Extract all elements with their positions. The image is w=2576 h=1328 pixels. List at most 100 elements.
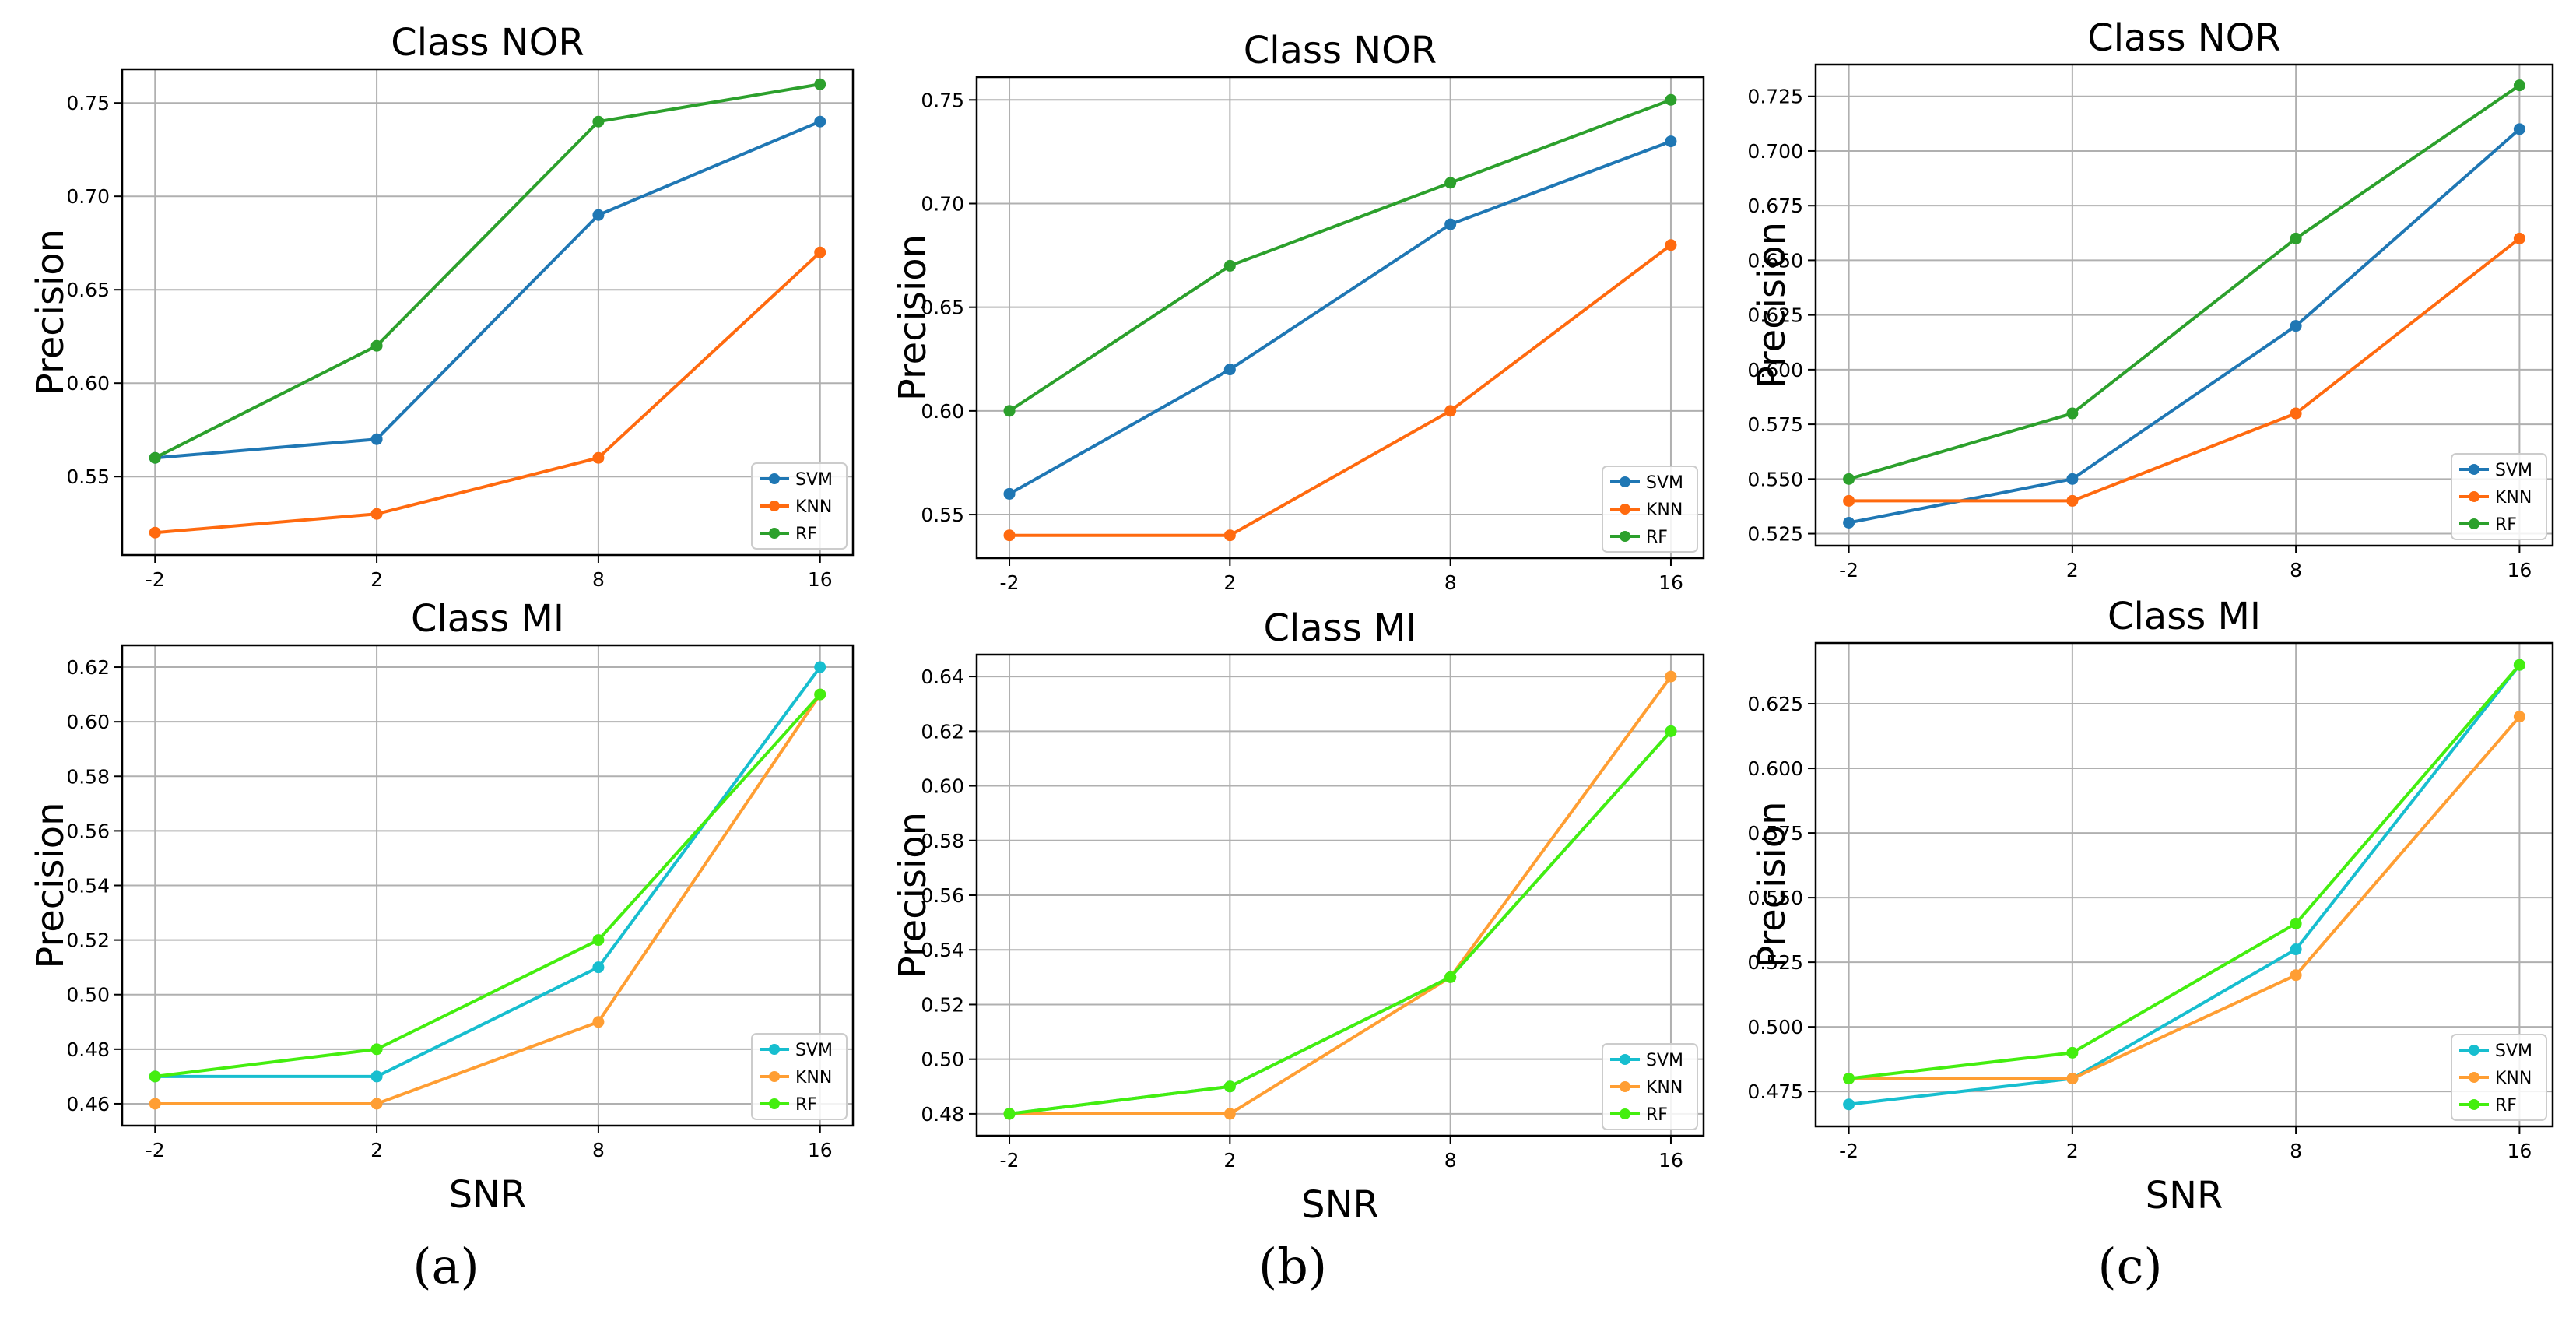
data-point-rf [1444, 177, 1457, 189]
series-line-rf [1848, 84, 2521, 481]
y-tick-label: 0.600 [1747, 757, 1803, 780]
y-axis-label: Precision [891, 234, 935, 401]
legend-label: SVM [795, 1041, 833, 1060]
chart-a-bottom: 0.46 0.48 0.50 0.52 0.54 0.56 0.58 0.60 0.62 -2 2 8… [29, 597, 855, 1217]
x-tick-label: -2 [1000, 1149, 1020, 1172]
y-tick-label: 0.525 [1747, 951, 1803, 974]
series-line-svm [1009, 139, 1672, 496]
y-tick-label: 0.70 [921, 192, 964, 215]
y-tick-label: 0.56 [921, 884, 964, 907]
data-point-svm [814, 661, 826, 673]
y-tick-label: 0.525 [1747, 523, 1803, 546]
data-point-svm [2290, 943, 2302, 956]
chart-b-bottom: 0.48 0.50 0.52 0.54 0.56 0.58 0.60 0.62 0.64 -2 2 8… [891, 606, 1705, 1227]
data-point-knn [2066, 494, 2079, 507]
y-axis-label: Precision [29, 802, 72, 968]
data-point-svm [592, 209, 605, 221]
data-point-rf [1665, 93, 1677, 106]
data-point-knn [1444, 405, 1457, 417]
x-tick-label: 16 [1658, 571, 1683, 594]
y-tick-label: 0.56 [66, 820, 110, 842]
x-tick-label: -2 [1839, 559, 1858, 581]
x-tick-label: -2 [1839, 1140, 1858, 1162]
legend-label: KNN [795, 497, 832, 517]
y-tick-label: 0.575 [1747, 413, 1803, 436]
y-tick-label: 0.62 [921, 720, 964, 743]
y-tick-label: 0.48 [66, 1038, 110, 1061]
chart-title: Class NOR [1244, 29, 1437, 72]
y-tick-label: 0.60 [921, 775, 964, 798]
data-point-knn [370, 508, 383, 520]
data-point-svm [1665, 135, 1677, 148]
legend-label: KNN [1646, 501, 1683, 520]
y-tick-label: 0.64 [921, 666, 964, 688]
data-point-rf [370, 1043, 383, 1056]
chart-c-top: 0.525 0.550 0.575 0.600 0.625 0.650 0.675 0.700… [1747, 16, 2554, 581]
chart-title: Class MI [1263, 606, 1416, 650]
data-point-svm [592, 961, 605, 974]
x-tick-label: -2 [146, 568, 165, 591]
data-point-rf [2066, 407, 2079, 420]
x-tick-label: 2 [370, 1139, 383, 1161]
data-point-rf [1843, 473, 1855, 485]
x-tick-label: 8 [592, 1139, 605, 1161]
x-tick-label: 8 [2290, 559, 2302, 581]
legend-marker [2469, 1045, 2479, 1056]
legend-marker [769, 501, 780, 511]
y-tick-label: 0.50 [66, 984, 110, 1007]
series-line-knn [1009, 244, 1672, 537]
legend-label: RF [795, 525, 817, 544]
y-tick-label: 0.60 [66, 711, 110, 733]
y-axis-label: Precision [29, 229, 72, 395]
y-tick-label: 0.550 [1747, 887, 1803, 909]
data-point-svm [2513, 123, 2525, 135]
x-axis-label: SNR [1301, 1183, 1379, 1227]
panel-label-a: (a) [412, 1238, 479, 1295]
legend-label: RF [795, 1095, 817, 1115]
data-point-rf [2513, 659, 2525, 671]
y-tick-label: 0.58 [66, 765, 110, 788]
data-point-knn [2513, 711, 2525, 723]
data-point-svm [1843, 517, 1855, 529]
legend-marker [769, 473, 780, 484]
y-tick-label: 0.48 [921, 1103, 964, 1126]
legend-marker [2469, 518, 2479, 529]
series-line-svm [155, 666, 822, 1078]
chart-c-bottom: 0.475 0.500 0.525 0.550 0.575 0.600 0.625 -2 2 8 1… [1747, 595, 2554, 1217]
chart-title: Class NOR [391, 21, 584, 65]
x-tick-label: 8 [1444, 571, 1457, 594]
x-axis-label: SNR [449, 1173, 527, 1217]
legend-marker [1620, 1081, 1630, 1092]
data-point-knn [592, 451, 605, 464]
data-point-rf [1665, 725, 1677, 737]
y-tick-label: 0.54 [66, 875, 110, 898]
data-point-knn [1223, 1108, 1236, 1120]
x-tick-label: 16 [2507, 559, 2532, 581]
series-line-rf [155, 693, 822, 1078]
series-line-rf [1009, 729, 1672, 1115]
data-point-rf [2066, 1046, 2079, 1059]
x-tick-label: 8 [1444, 1149, 1457, 1172]
legend: SVM KNN RF [751, 1033, 848, 1120]
series-line-rf [154, 83, 821, 459]
y-axis-label: Precision [1750, 801, 1794, 968]
x-tick-label: 8 [2290, 1140, 2302, 1162]
panel-label-c: (c) [2097, 1238, 2163, 1295]
data-point-rf [814, 688, 826, 701]
legend-marker [1620, 1054, 1630, 1065]
data-point-knn [2513, 232, 2525, 244]
x-tick-label: 16 [808, 1139, 833, 1161]
chart-b-top: 0.55 0.60 0.65 0.70 0.75 -2 2 8 16 Class NOR Preci… [891, 29, 1705, 594]
legend-label: SVM [1646, 1051, 1683, 1070]
plot-frame [975, 653, 1705, 1137]
y-tick-label: 0.52 [66, 929, 110, 952]
data-point-knn [2290, 407, 2302, 420]
plot-frame [1814, 63, 2554, 547]
y-tick-label: 0.700 [1747, 140, 1803, 163]
data-point-svm [370, 1070, 383, 1083]
series-line-svm [1848, 663, 2521, 1106]
y-tick-label: 0.475 [1747, 1080, 1803, 1103]
series-line-knn [1848, 715, 2521, 1080]
y-tick-label: 0.600 [1747, 359, 1803, 381]
legend-marker [1620, 531, 1630, 542]
